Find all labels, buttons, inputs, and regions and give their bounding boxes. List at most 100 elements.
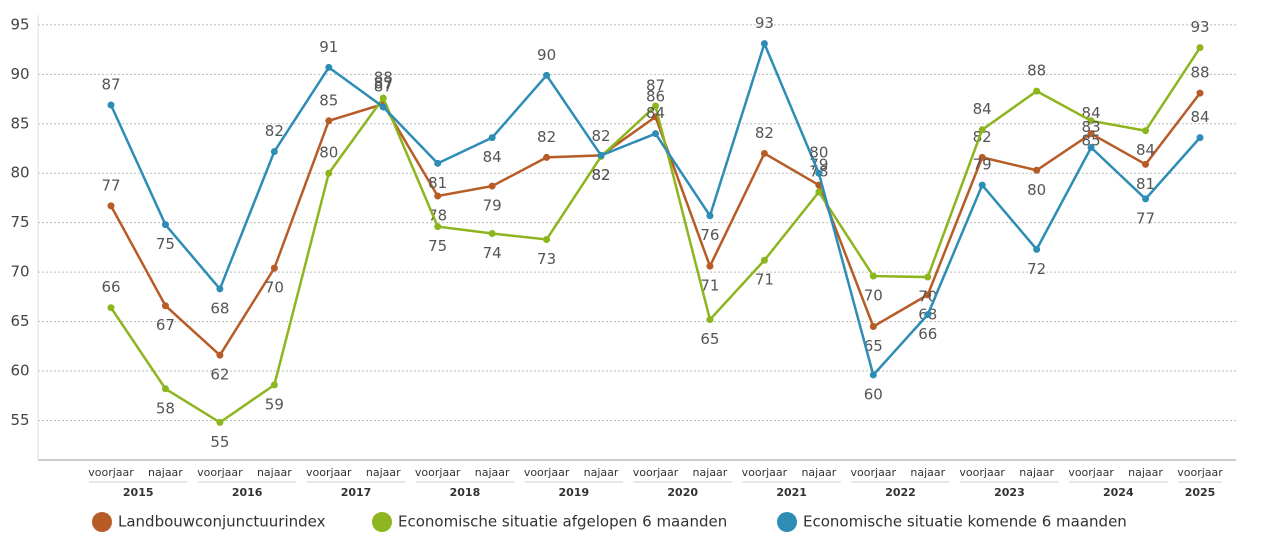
point (434, 159, 442, 167)
x-tick-label: voorjaar (88, 466, 134, 479)
value-label: 87 (101, 75, 120, 93)
value-label: 82 (592, 166, 611, 184)
y-tick-label: 90 (10, 65, 29, 83)
value-label: 71 (755, 271, 774, 289)
value-label: 75 (428, 237, 447, 255)
value-label: 67 (156, 316, 175, 334)
y-tick-label: 60 (10, 362, 29, 380)
y-tick-label: 95 (10, 15, 29, 33)
x-tick-label: najaar (475, 466, 510, 479)
value-label: 85 (319, 91, 338, 109)
value-label: 84 (646, 104, 665, 122)
value-label: 76 (700, 226, 719, 244)
value-label: 82 (592, 127, 611, 145)
value-label: 80 (1027, 181, 1046, 199)
point (434, 223, 442, 231)
year-label: 2015 (123, 486, 154, 499)
point (270, 381, 278, 389)
value-label: 81 (428, 174, 447, 192)
point (706, 262, 714, 270)
y-tick-label: 80 (10, 164, 29, 182)
value-label: 91 (319, 38, 338, 56)
value-label: 90 (537, 46, 556, 64)
point (869, 371, 877, 379)
x-tick-label: najaar (366, 466, 401, 479)
legend-label: Economische situatie komende 6 maanden (803, 513, 1127, 531)
value-label: 60 (864, 385, 883, 403)
value-label: 74 (483, 244, 502, 262)
x-tick-label: voorjaar (306, 466, 352, 479)
value-label: 82 (537, 128, 556, 146)
point (107, 202, 115, 210)
year-label: 2022 (885, 486, 916, 499)
point (1033, 166, 1041, 174)
value-label: 82 (755, 124, 774, 142)
point (1033, 87, 1041, 95)
x-tick-label: voorjaar (1068, 466, 1114, 479)
point (543, 153, 551, 161)
point (161, 302, 169, 310)
y-tick-label: 65 (10, 312, 29, 330)
point (1087, 117, 1095, 125)
x-tick-label: voorjaar (959, 466, 1005, 479)
value-label: 70 (265, 279, 284, 297)
point (760, 149, 768, 157)
legend-label: Economische situatie afgelopen 6 maanden (398, 513, 727, 531)
x-tick-label: najaar (148, 466, 183, 479)
value-label: 80 (809, 144, 828, 162)
point (1142, 127, 1150, 135)
year-label: 2023 (994, 486, 1025, 499)
value-label: 58 (156, 399, 175, 417)
point (1196, 89, 1204, 97)
point (597, 151, 605, 159)
value-label: 87 (374, 75, 393, 93)
x-tick-label: voorjaar (197, 466, 243, 479)
value-label: 71 (700, 277, 719, 295)
point (869, 272, 877, 280)
point (978, 181, 986, 189)
year-label: 2025 (1185, 486, 1216, 499)
year-label: 2019 (559, 486, 590, 499)
x-tick-label: najaar (801, 466, 836, 479)
y-tick-label: 85 (10, 114, 29, 132)
point (1087, 130, 1095, 138)
point (161, 221, 169, 229)
point (760, 256, 768, 264)
value-label: 87 (374, 77, 393, 95)
point (652, 130, 659, 138)
value-label: 62 (210, 366, 229, 384)
value-label: 85 (1082, 131, 1101, 149)
x-tick-label: najaar (257, 466, 292, 479)
point (325, 169, 333, 177)
value-label: 68 (210, 299, 229, 317)
y-tick-label: 75 (10, 213, 29, 231)
point (1033, 245, 1041, 253)
point (815, 169, 823, 177)
value-label: 55 (210, 433, 229, 451)
point (543, 235, 551, 243)
value-label: 78 (428, 206, 447, 224)
value-label: 79 (973, 156, 992, 174)
point (978, 126, 986, 134)
x-tick-label: voorjaar (851, 466, 897, 479)
value-label: 65 (864, 337, 883, 355)
point (1142, 195, 1150, 203)
point (107, 304, 115, 312)
point (815, 188, 823, 196)
value-label: 82 (265, 122, 284, 140)
value-label: 93 (1190, 18, 1209, 36)
point (1142, 160, 1150, 168)
point (978, 153, 986, 161)
x-tick-label: voorjaar (524, 466, 570, 479)
value-label: 88 (1190, 64, 1209, 82)
year-label: 2016 (232, 486, 263, 499)
value-label: 88 (1027, 62, 1046, 80)
value-label: 88 (374, 69, 393, 87)
point (488, 134, 496, 142)
value-label: 66 (918, 325, 937, 343)
y-tick-label: 55 (10, 411, 29, 429)
value-label: 59 (265, 395, 284, 413)
legend-marker (777, 512, 797, 532)
value-label: 77 (1136, 209, 1155, 227)
